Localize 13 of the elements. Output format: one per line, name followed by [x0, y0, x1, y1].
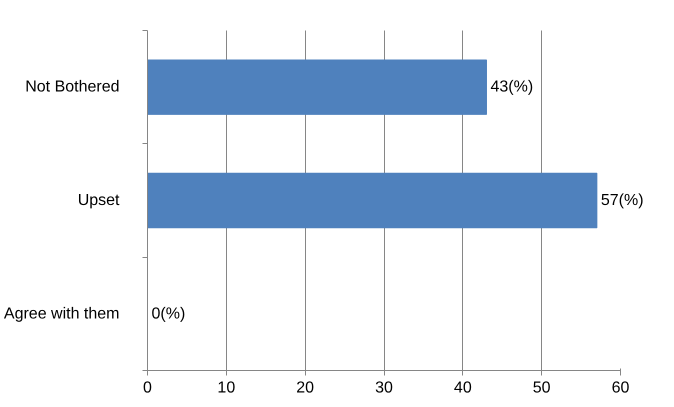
x-tick-label: 60 [612, 380, 630, 396]
y-tick-label: Not Bothered [25, 78, 120, 96]
data-label: 43(%) [490, 78, 534, 96]
y-tick-label: Agree with them [4, 305, 120, 322]
x-tick-label: 50 [532, 380, 551, 396]
data-label: 57(%) [600, 192, 644, 209]
x-tick-label: 0 [143, 380, 152, 396]
x-tick-label: 10 [217, 380, 236, 396]
x-tick-label: 30 [375, 380, 393, 396]
y-tick-label: Upset [78, 192, 120, 209]
x-tick-label: 20 [296, 380, 314, 396]
data-label: 0(%) [152, 305, 186, 322]
x-tick-label: 40 [454, 380, 472, 396]
